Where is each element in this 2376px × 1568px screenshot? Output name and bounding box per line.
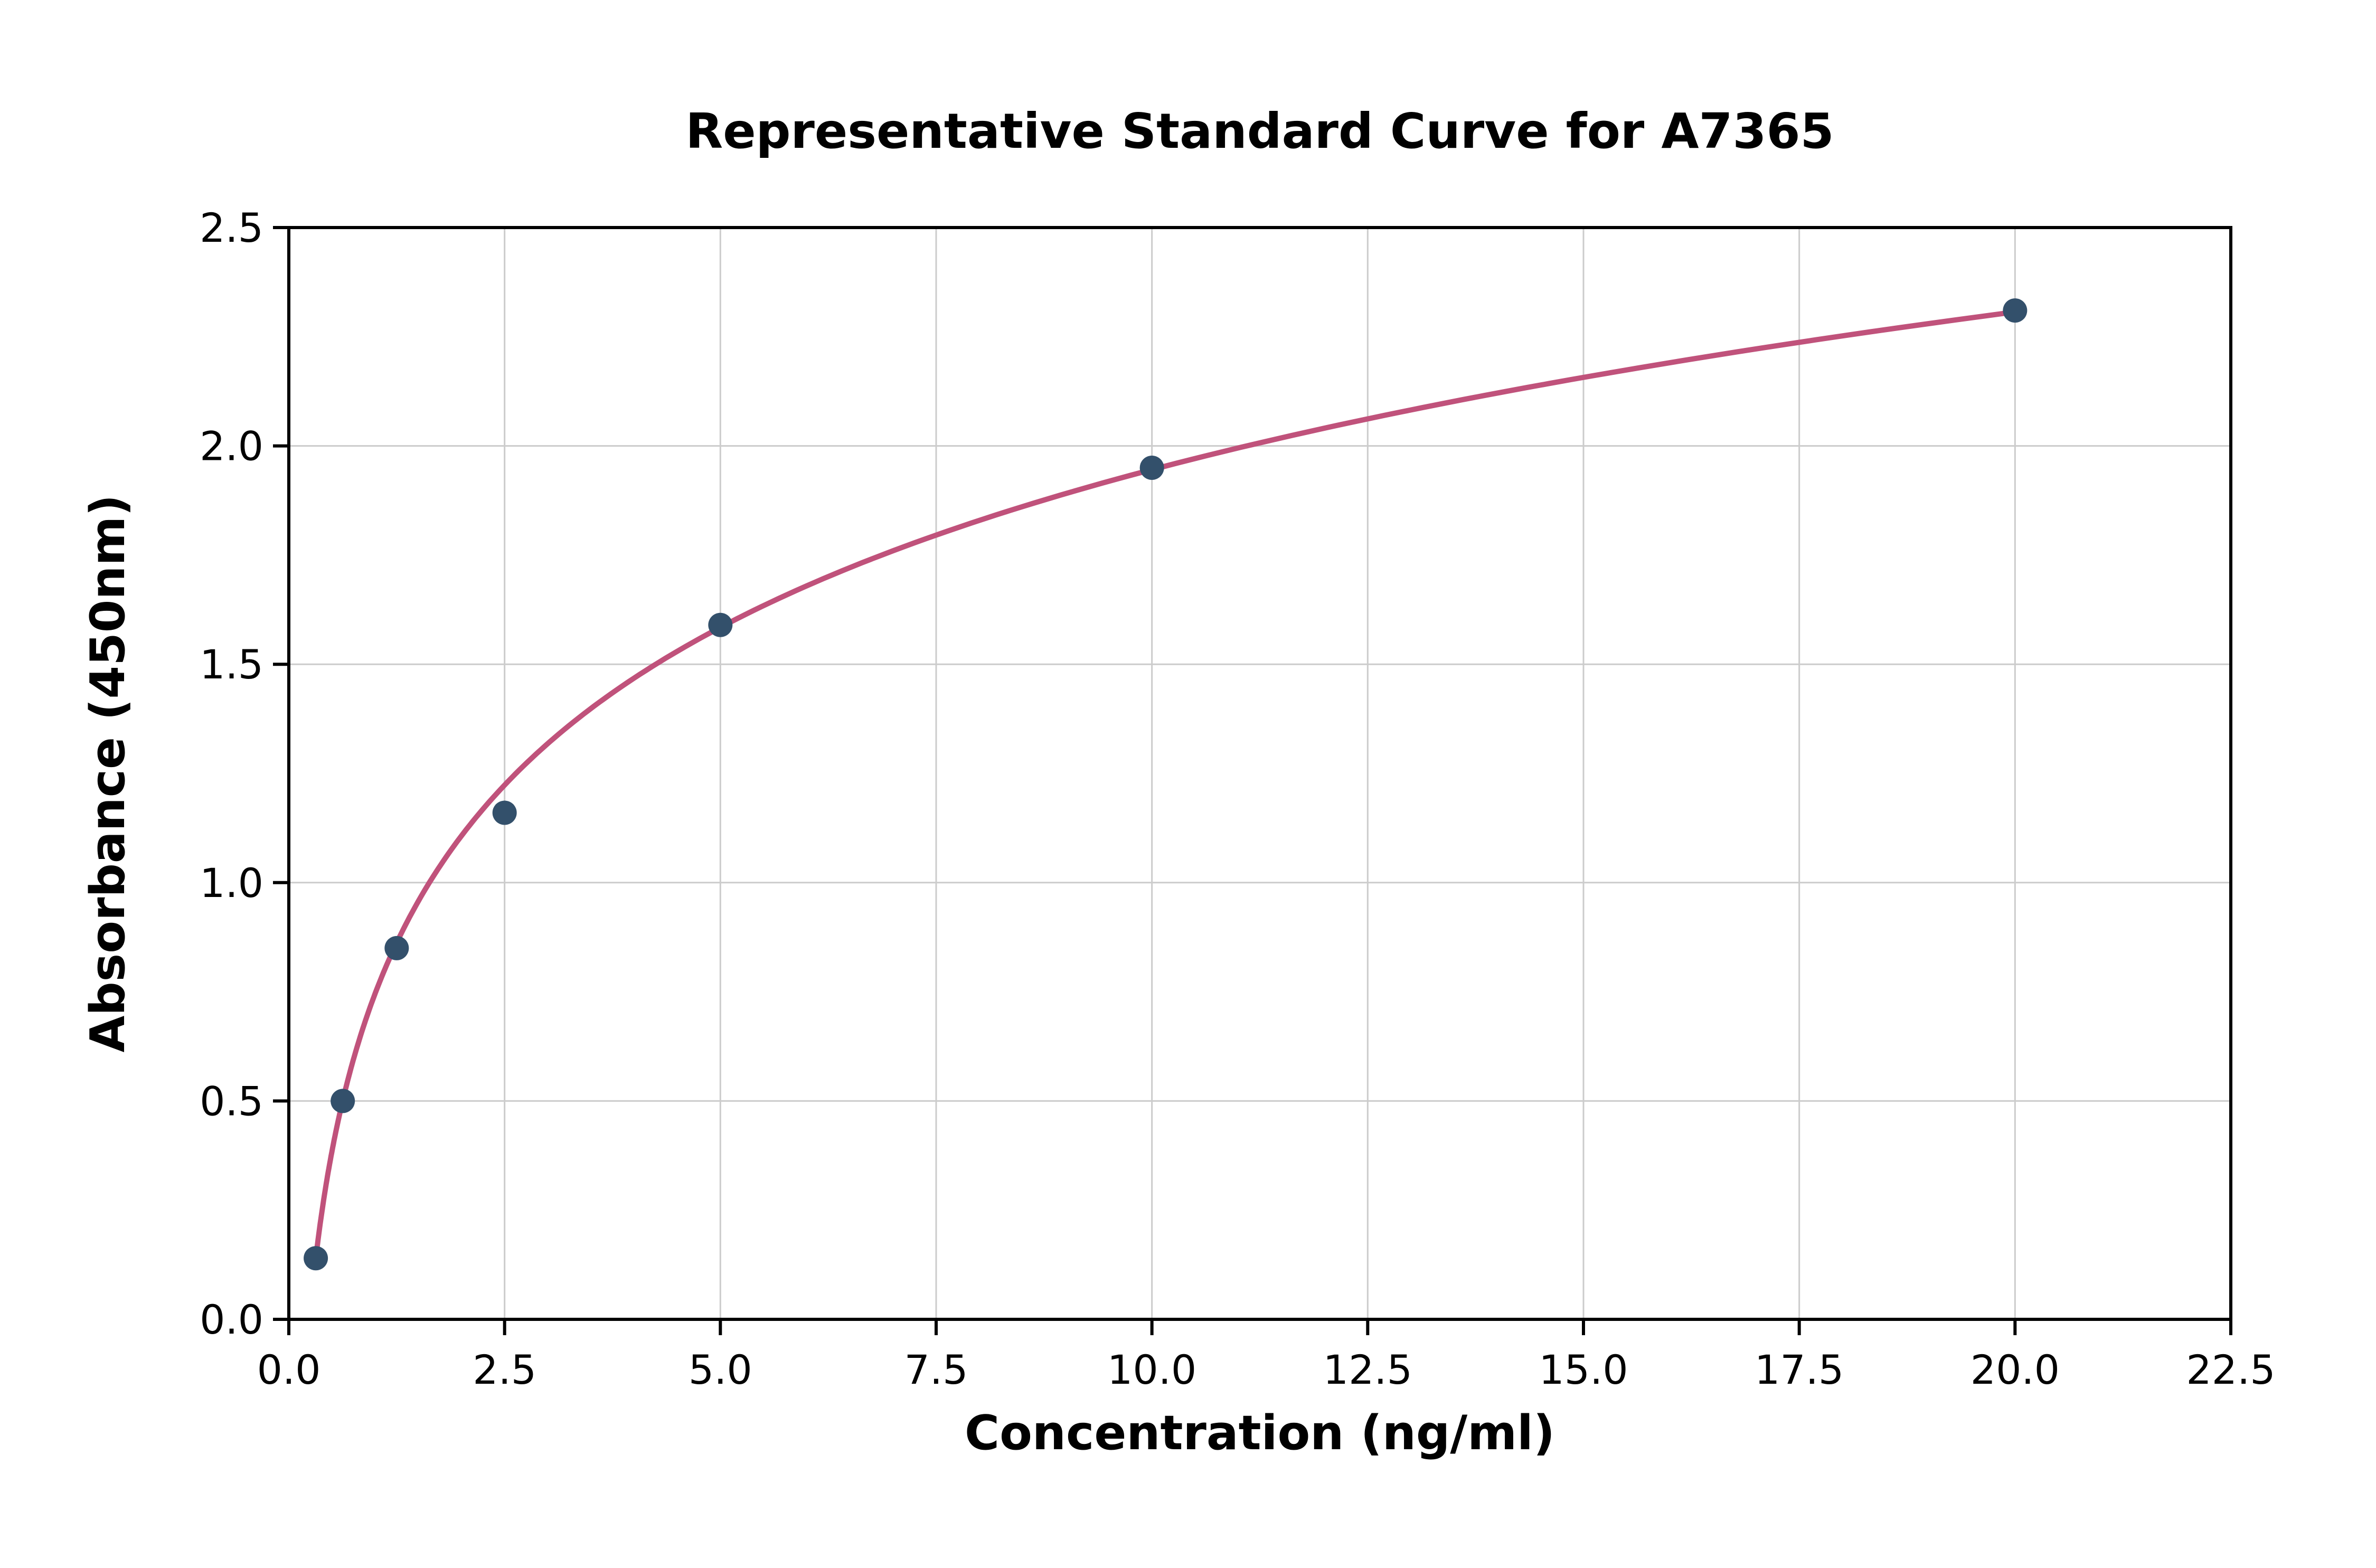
- grid-layer: [288, 226, 2232, 1320]
- x-tick-label: 2.5: [473, 1346, 536, 1393]
- x-tick-label: 12.5: [1323, 1346, 1412, 1393]
- x-tick-label: 5.0: [689, 1346, 752, 1393]
- x-tick-label: 10.0: [1107, 1346, 1196, 1393]
- data-point: [2003, 298, 2028, 323]
- x-tick-label: 7.5: [904, 1346, 968, 1393]
- data-point: [331, 1089, 355, 1113]
- data-point: [1139, 455, 1164, 480]
- data-point: [384, 936, 409, 960]
- data-point: [492, 800, 517, 825]
- y-tick-label: 1.0: [200, 859, 263, 906]
- x-tick-label: 20.0: [1970, 1346, 2060, 1393]
- fit-curve-layer: [312, 309, 2018, 1270]
- y-tick-label: 2.0: [200, 423, 263, 470]
- data-points-layer: [304, 298, 2028, 1271]
- y-axis-label: Absorbance (450nm): [80, 495, 136, 1053]
- chart-title: Representative Standard Curve for A7365: [685, 103, 1834, 159]
- y-tick-label: 0.5: [200, 1078, 263, 1125]
- data-point: [708, 612, 733, 637]
- fit-curve: [312, 309, 2018, 1270]
- x-tick-label: 15.0: [1539, 1346, 1628, 1393]
- x-tick-label: 0.0: [257, 1346, 321, 1393]
- x-tick-label: 22.5: [2186, 1346, 2275, 1393]
- plot-border: [287, 226, 2232, 1321]
- y-tick-label: 0.0: [200, 1296, 263, 1343]
- x-tick-label: 17.5: [1755, 1346, 1844, 1393]
- axes-spines-layer: [287, 226, 2232, 1321]
- y-tick-label: 2.5: [200, 204, 263, 251]
- x-axis-label: Concentration (ng/ml): [965, 1405, 1555, 1461]
- data-point: [304, 1246, 328, 1271]
- y-tick-label: 1.5: [200, 641, 263, 688]
- tick-layer: 0.0 2.5 5.0 7.5 10.0 12.5 15.0 17.5 20.0 22.5 0.0 0…: [200, 204, 2275, 1393]
